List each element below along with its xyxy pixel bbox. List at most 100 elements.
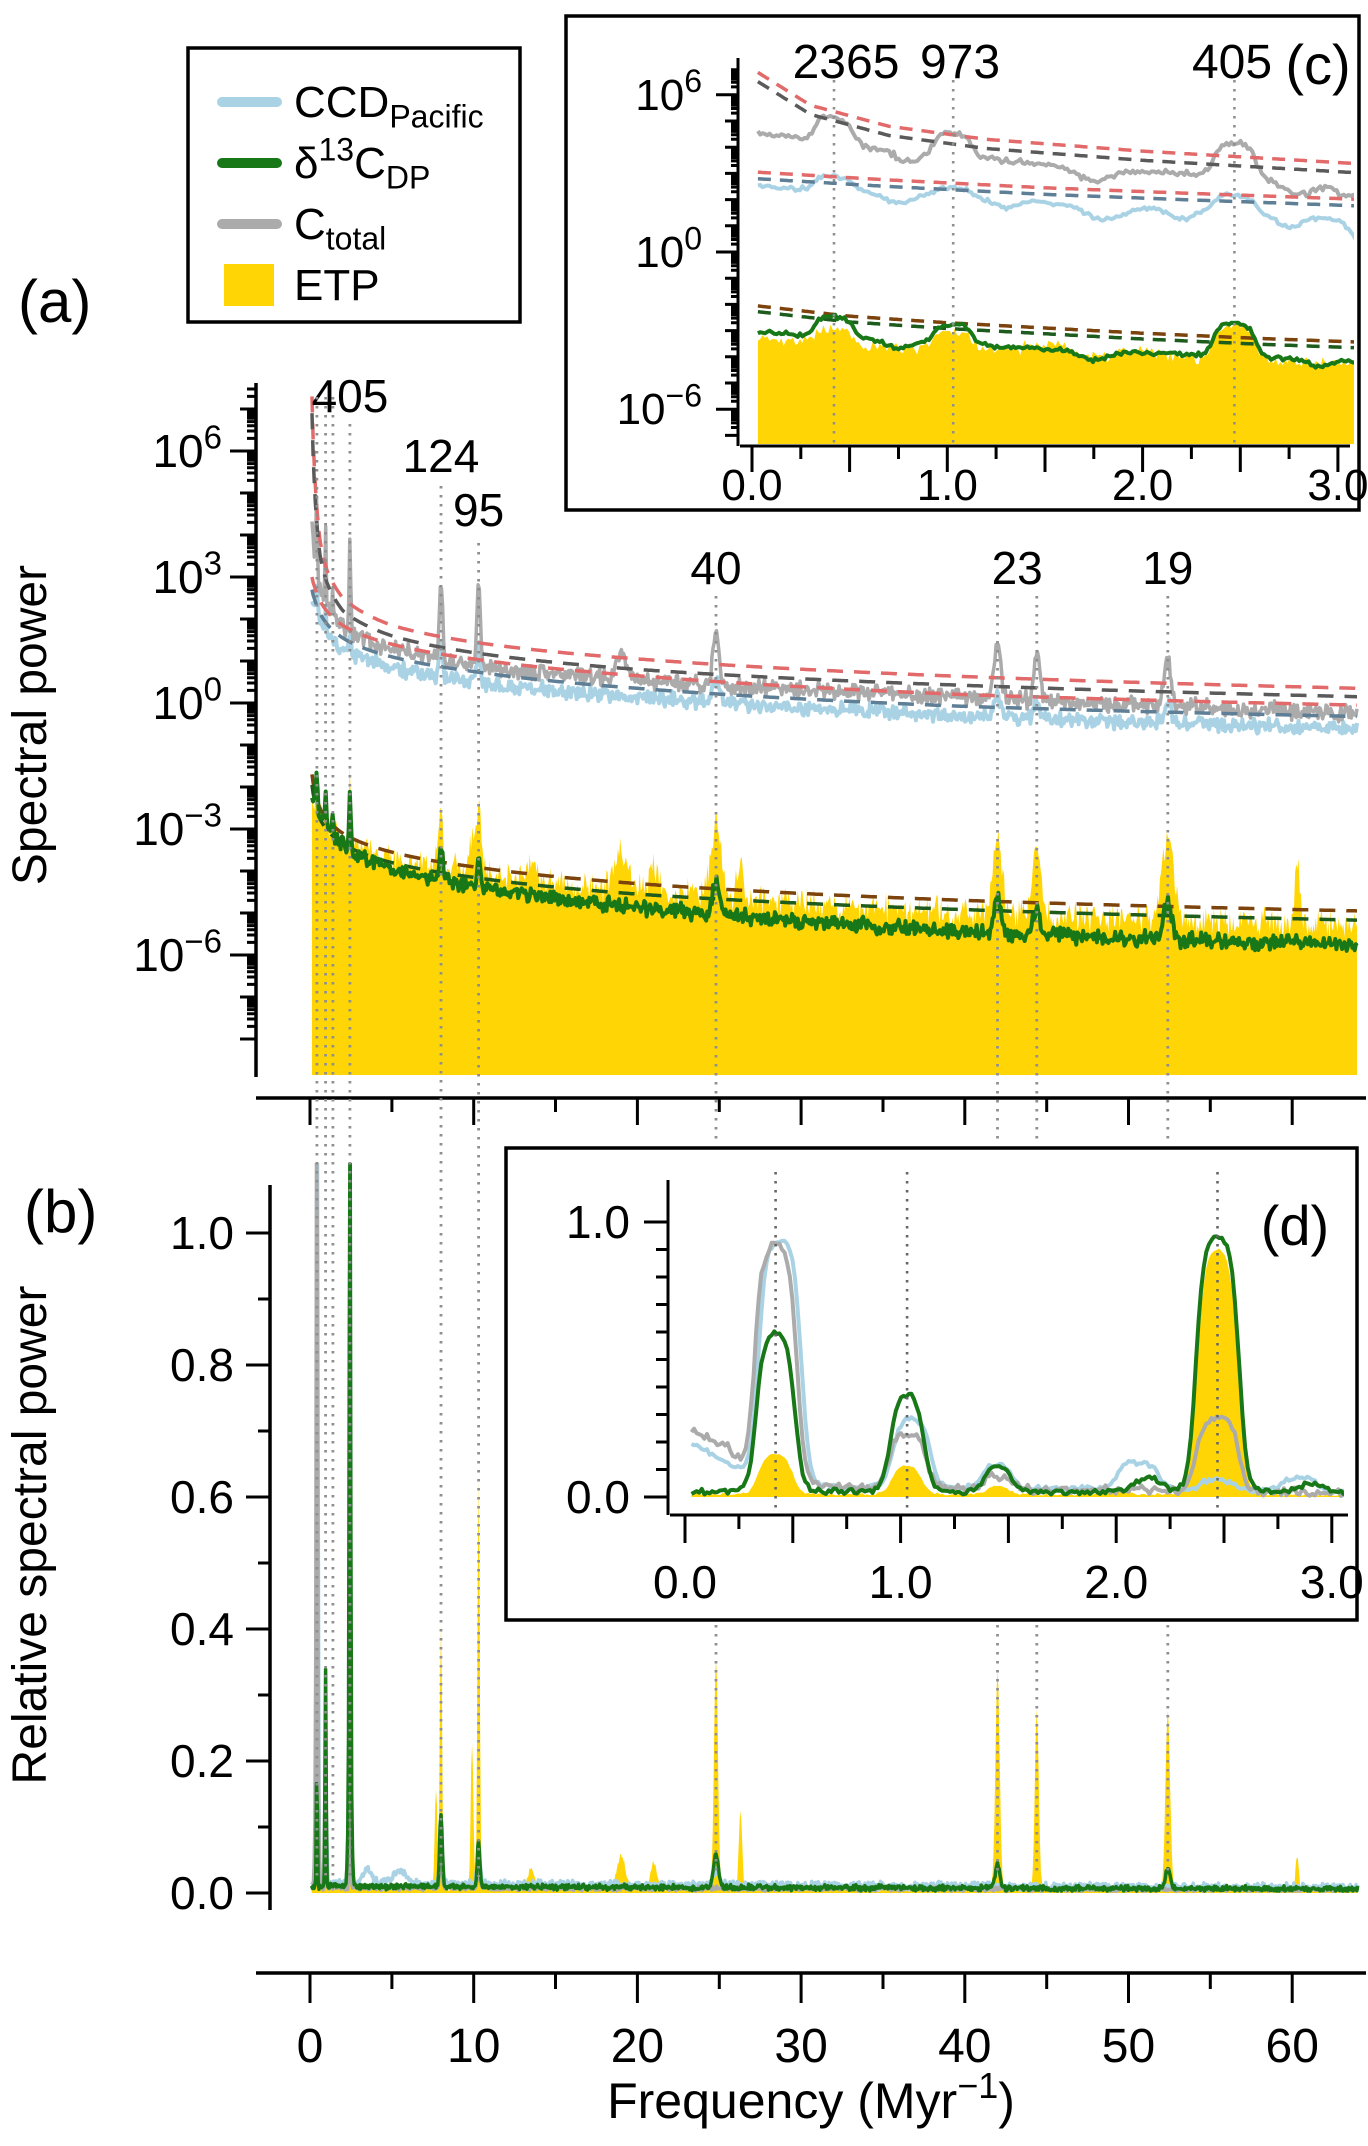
inset-c-series-CL_Ctotal_90 bbox=[756, 70, 1354, 166]
panel-a-peak-label-124: 124 bbox=[403, 430, 480, 482]
inset-d-x-tick-label: 2.0 bbox=[1084, 1556, 1148, 1608]
axis-ticks bbox=[656, 1248, 668, 1471]
panel-a-y-tick-label: 103 bbox=[152, 545, 222, 603]
inset-d-series-d13C_DP bbox=[690, 1234, 1344, 1497]
axis-ticks bbox=[731, 68, 738, 429]
panel-a-data bbox=[310, 396, 1359, 1075]
inset-c-series-ETP bbox=[757, 321, 1354, 444]
panel-a-peak-label-95: 95 bbox=[453, 484, 504, 536]
panel-b-y-tick-label: 0.6 bbox=[170, 1471, 234, 1523]
panel-b-y-tick-label: 0.8 bbox=[170, 1339, 234, 1391]
inset-c-series-CL_d13C_ar1 bbox=[757, 309, 1354, 350]
x-axis-tick-label: 40 bbox=[938, 2020, 991, 2073]
panel-a-series-d13C_DP bbox=[310, 770, 1359, 953]
axis-ticks bbox=[258, 1297, 270, 1829]
panel-a-series-CL_CCD_ar1 bbox=[310, 589, 1358, 719]
axis-ticks bbox=[230, 449, 256, 957]
inset-d-series-ETP bbox=[691, 1248, 1344, 1497]
inset-c-x-tick-label: 1.0 bbox=[917, 461, 978, 510]
inset-c-data bbox=[756, 70, 1354, 444]
inset-d-letter: (d) bbox=[1261, 1194, 1329, 1257]
panel-a-y-tick-label: 106 bbox=[152, 419, 222, 477]
panel-a-letter: (a) bbox=[18, 268, 91, 335]
axis-ticks bbox=[644, 1220, 668, 1499]
inset-panel-d: 1.0 0.0 0.0 1.0 2.0 3.0 (d) bbox=[504, 1146, 1364, 1622]
panel-a-peak-label-23: 23 bbox=[992, 542, 1043, 594]
inset-c-y-tick-label: 100 bbox=[635, 220, 702, 277]
panel-b-data bbox=[309, 1163, 1360, 1893]
inset-c-peak-label-2365: 2365 bbox=[793, 36, 900, 89]
panel-b-y-tick-label: 0.2 bbox=[170, 1735, 234, 1787]
axis-ticks bbox=[247, 387, 256, 1028]
legend-label-etp: ETP bbox=[294, 261, 380, 310]
panel-a-y-axis-title: Spectral power bbox=[4, 565, 57, 885]
axis-ticks bbox=[390, 1973, 1212, 1989]
axis-ticks bbox=[750, 446, 1340, 472]
panel-b-series-d13C_DP bbox=[309, 1163, 1360, 1893]
x-axis-title: Frequency (Myr−1) bbox=[607, 2065, 1015, 2129]
panel-a-series-CL_d13C_90 bbox=[310, 774, 1358, 913]
inset-c-peak-label-973: 973 bbox=[920, 36, 1000, 89]
axis-ticks bbox=[240, 407, 256, 1041]
inset-d-y-tick-label: 0.0 bbox=[566, 1471, 630, 1523]
inset-c-peak-label-405: 405 bbox=[1192, 36, 1272, 89]
panel-b-y-tick-label: 1.0 bbox=[170, 1207, 234, 1259]
panel-b-y-axis-title: Relative spectral power bbox=[4, 1286, 57, 1785]
legend-label-ccd: CCDPacific bbox=[294, 78, 484, 135]
legend-swatch-etp-fill bbox=[224, 264, 274, 306]
panel-a-series-C_total bbox=[310, 494, 1359, 724]
legend-label-ctotal: Ctotal bbox=[294, 200, 386, 257]
x-axis-tick-label: 50 bbox=[1102, 2020, 1155, 2073]
panel-a-y-tick-label: 10−3 bbox=[133, 797, 222, 855]
axis-ticks bbox=[683, 1515, 1334, 1543]
x-axis-tick-label: 20 bbox=[611, 2020, 664, 2073]
inset-c-series-d13C_DP bbox=[757, 312, 1354, 370]
inset-c-series-CL_CCD_90 bbox=[757, 170, 1354, 201]
inset-d-x-tick-label: 0.0 bbox=[653, 1556, 717, 1608]
panel-a-peak-label-405: 405 bbox=[312, 370, 389, 422]
panel-a-series-CL_d13C_ar1 bbox=[310, 784, 1358, 922]
panel-a-series-CL_Ctotal_90 bbox=[310, 396, 1358, 691]
inset-c-y-tick-label: 10−6 bbox=[617, 378, 702, 435]
inset-c-series-CCD_Pacific bbox=[757, 173, 1354, 241]
inset-c-series-C_total bbox=[756, 113, 1354, 199]
inset-c-letter: (c) bbox=[1285, 33, 1350, 96]
inset-d-series-C_total bbox=[689, 1240, 1344, 1498]
panel-a-series-CL_Ctotal_ar1 bbox=[310, 413, 1358, 699]
axis-ticks bbox=[308, 1098, 1294, 1125]
inset-d-data bbox=[689, 1234, 1344, 1498]
x-axis-tick-label: 60 bbox=[1266, 2020, 1319, 2073]
panel-b-y-tick-label: 0.4 bbox=[170, 1603, 234, 1655]
inset-c-series-CL_Ctotal_ar1 bbox=[756, 80, 1354, 175]
panel-b: 1.0 0.8 0.6 0.4 0.2 0.0 Relative spectral powe… bbox=[4, 1163, 1366, 2129]
panel-a-peak-label-40: 40 bbox=[690, 542, 741, 594]
x-axis-tick-label: 10 bbox=[447, 2020, 500, 2073]
inset-c-series-CL_CCD_ar1 bbox=[757, 177, 1354, 208]
panel-a-peak-label-19: 19 bbox=[1142, 542, 1193, 594]
panel-a-y-tick-label: 10−6 bbox=[133, 923, 222, 981]
axis-ticks bbox=[246, 1231, 270, 1895]
panel-a-series-CL_CCD_90 bbox=[310, 576, 1358, 707]
inset-c-x-tick-label: 2.0 bbox=[1112, 461, 1173, 510]
inset-c-series-CL_d13C_90 bbox=[757, 304, 1354, 344]
panel-a-y-tick-label: 100 bbox=[152, 671, 222, 729]
axis-ticks bbox=[308, 1973, 1294, 2003]
axis-ticks bbox=[799, 446, 1291, 459]
inset-d-border bbox=[504, 1146, 1359, 1622]
x-axis-tick-label: 0 bbox=[297, 2020, 324, 2073]
panel-b-letter: (b) bbox=[24, 1178, 97, 1245]
legend-label-d13c: δ13CDP bbox=[294, 131, 430, 195]
inset-d-y-tick-label: 1.0 bbox=[566, 1196, 630, 1248]
panel-b-y-tick-label: 0.0 bbox=[170, 1867, 234, 1919]
inset-c-y-tick-label: 106 bbox=[635, 63, 702, 120]
x-axis-tick-label: 30 bbox=[774, 2020, 827, 2073]
inset-d-x-tick-label: 1.0 bbox=[869, 1556, 933, 1608]
dotted-frequency-markers bbox=[315, 397, 1170, 1877]
panel-a-series-CCD_Pacific bbox=[310, 583, 1359, 736]
axis-ticks bbox=[390, 1098, 1212, 1112]
inset-c-border bbox=[564, 14, 1361, 512]
